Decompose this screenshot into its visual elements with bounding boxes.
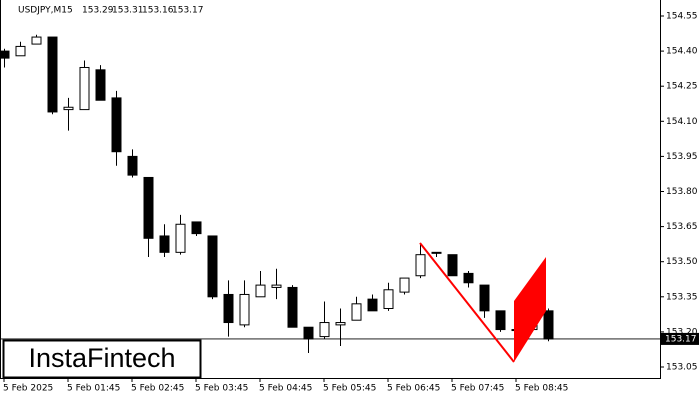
candle-body	[255, 284, 266, 298]
y-tick-label: 153.20	[666, 327, 698, 337]
candle-body	[383, 289, 394, 309]
candle-body	[447, 254, 458, 277]
pattern-pole	[419, 242, 515, 363]
y-tick-label: 153.95	[666, 152, 698, 162]
x-tick-label: 5 Feb 06:45	[387, 384, 440, 394]
y-tick-label: 154.25	[666, 82, 698, 92]
candle-body	[351, 303, 362, 321]
candle-body	[31, 36, 42, 45]
plot: 154.55 154.40 154.25 154.10 153.95 153.80 153.…	[0, 12, 699, 394]
candle-body	[319, 322, 330, 338]
candle-body	[271, 284, 282, 288]
candle-body	[127, 155, 138, 176]
current-price-label: 153.17	[665, 334, 697, 344]
candle-body	[191, 221, 202, 235]
candle-body	[223, 293, 234, 324]
candle-body	[207, 235, 218, 298]
candle-body	[15, 45, 26, 57]
header-value: 153.17	[172, 6, 204, 16]
chart-title: USDJPY,M15	[18, 6, 73, 16]
candle-body	[303, 326, 314, 340]
header-value: 153.16	[142, 6, 174, 16]
logo: InstaFintech	[28, 343, 175, 373]
current-price-box	[661, 332, 699, 345]
x-tick-label: 5 Feb 02:45	[131, 384, 184, 394]
candle-body	[479, 284, 490, 312]
header-value: 153.31	[112, 6, 144, 16]
x-tick-label: 5 Feb 2025	[3, 384, 53, 394]
candle-body	[287, 286, 298, 328]
candle-body	[111, 97, 122, 153]
y-tick-label: 154.55	[666, 12, 698, 22]
candle-body	[159, 235, 170, 253]
candle-body	[63, 106, 74, 111]
y-tick-label: 154.40	[666, 47, 698, 57]
y-tick-label: 154.10	[666, 117, 698, 127]
candle-body	[335, 322, 346, 326]
header-value: 153.29	[82, 6, 114, 16]
candle-body	[431, 251, 442, 254]
candle-body	[0, 50, 10, 59]
candle-body	[95, 69, 106, 101]
x-tick-label: 5 Feb 05:45	[323, 384, 376, 394]
candle-body	[143, 176, 154, 239]
x-tick-label: 5 Feb 08:45	[515, 384, 568, 394]
x-tick-label: 5 Feb 01:45	[67, 384, 120, 394]
candle-body	[239, 293, 250, 326]
pattern-flag	[514, 257, 546, 362]
x-tick-label: 5 Feb 07:45	[451, 384, 504, 394]
y-tick-label: 153.05	[666, 363, 698, 373]
y-tick-label: 153.35	[666, 292, 698, 302]
x-tick-label: 5 Feb 03:45	[195, 384, 248, 394]
y-tick-label: 153.50	[666, 257, 698, 267]
logo-box	[2, 339, 202, 379]
candle-body	[543, 310, 554, 340]
y-tick-label: 153.65	[666, 222, 698, 232]
candle-body	[495, 310, 506, 331]
candle-body	[79, 66, 90, 111]
candle-body	[415, 254, 426, 277]
candle-body	[47, 36, 58, 113]
y-tick-label: 153.80	[666, 187, 698, 197]
candle-body	[463, 272, 474, 284]
candle-body	[399, 277, 410, 293]
candle-body	[367, 298, 378, 312]
x-tick-label: 5 Feb 04:45	[259, 384, 312, 394]
candle-body	[175, 223, 186, 253]
